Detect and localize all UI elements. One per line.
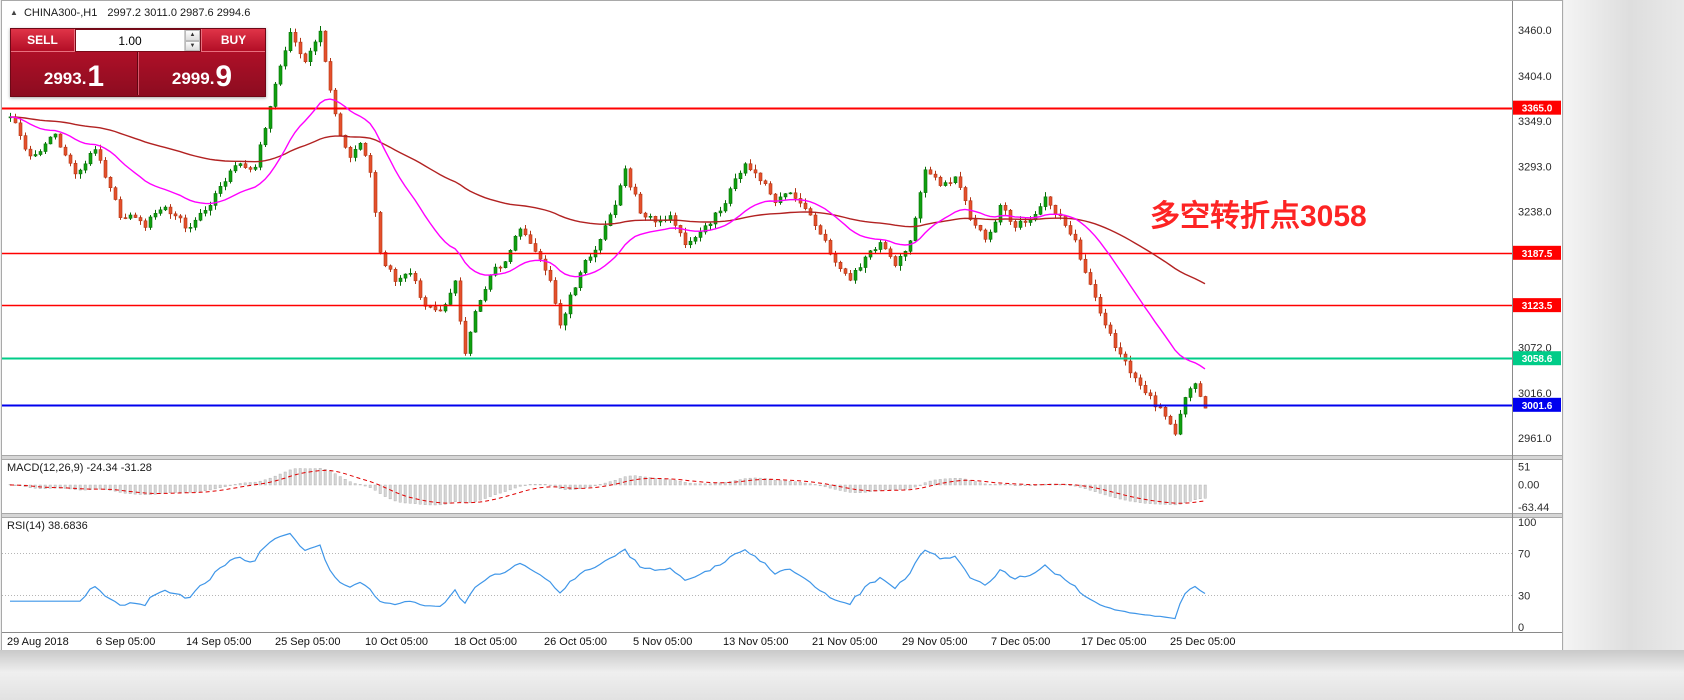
- price-axis-separator: [1512, 1, 1513, 632]
- buy-price-big-digit: 9: [215, 60, 233, 93]
- time-axis-label: 13 Nov 05:00: [723, 636, 789, 648]
- sell-button[interactable]: SELL: [11, 29, 75, 52]
- rsi-splitter[interactable]: [2, 513, 1562, 518]
- price-axis-label: 3293.0: [1518, 162, 1552, 174]
- price-axis-label: 2961.0: [1518, 433, 1552, 445]
- rsi-axis-label: 70: [1518, 549, 1530, 561]
- price-axis-label: 3016.0: [1518, 388, 1552, 400]
- time-axis-label: 26 Oct 05:00: [544, 636, 607, 648]
- symbol-name: CHINA300-,H1: [23, 7, 98, 19]
- main-chart-canvas[interactable]: 3460.03404.03349.03293.03238.03072.03016…: [2, 1, 1562, 455]
- price-tag-3001.6: [1513, 397, 1561, 412]
- ma-fast-line: [9, 98, 1206, 370]
- price-axis-label: 3238.0: [1518, 207, 1552, 219]
- symbol-marker-icon: ▲: [10, 8, 18, 17]
- volume-up-button[interactable]: ▲: [185, 30, 200, 41]
- price-tag-3365.0: [1513, 100, 1561, 115]
- bottom-gutter: [0, 650, 1684, 700]
- sell-price-main: 2993.: [43, 69, 87, 88]
- time-axis-label: 29 Nov 05:00: [902, 636, 968, 648]
- chart-window: 3460.0 3404.0 3349.0 3293.0 3238.0 3072.0 3016…: [1, 0, 1563, 650]
- price-axis-label: 3460.0: [1518, 25, 1552, 37]
- rsi-line: [10, 532, 1206, 620]
- time-axis-label: 25 Sep 05:00: [275, 636, 341, 648]
- candles-layer: [8, 26, 1208, 436]
- macd-panel-canvas[interactable]: 51 0.00 -63.44: [2, 458, 1562, 513]
- macd-signal-line: [10, 469, 1206, 504]
- time-axis-label: 7 Dec 05:00: [991, 636, 1051, 648]
- price-tag-3187.5: [1513, 245, 1561, 260]
- buy-price-button[interactable]: 2999. 9: [138, 52, 265, 95]
- buy-price-main: 2999.: [171, 69, 215, 88]
- time-axis-label: 17 Dec 05:00: [1081, 636, 1147, 648]
- sell-price-button[interactable]: 2993. 1: [11, 52, 138, 95]
- price-tag-text: 3001.6: [1522, 401, 1553, 412]
- macd-axis-label: 0.00: [1518, 480, 1539, 492]
- chart-annotation: 多空转折点3058: [1150, 200, 1367, 233]
- trade-prices-row: 2993. 1 2999. 9: [11, 52, 265, 95]
- price-tag-text: 3187.5: [1522, 249, 1553, 260]
- volume-down-button[interactable]: ▼: [185, 40, 200, 51]
- time-axis-label: 25 Dec 05:00: [1170, 636, 1236, 648]
- rsi-axis-label: 30: [1518, 591, 1530, 603]
- time-axis-label: 14 Sep 05:00: [186, 636, 252, 648]
- time-axis-label: 21 Nov 05:00: [812, 636, 878, 648]
- macd-splitter[interactable]: [2, 455, 1562, 460]
- macd-axis-label: 51: [1518, 462, 1530, 474]
- price-tag-3123.5: [1513, 298, 1561, 313]
- symbol-info: ▲ CHINA300-,H1 2997.2 3011.0 2987.6 2994…: [10, 7, 250, 19]
- price-axis-label: 3404.0: [1518, 71, 1552, 83]
- buy-button[interactable]: BUY: [201, 29, 265, 52]
- rsi-axis-label: 100: [1518, 517, 1536, 529]
- time-axis-label: 10 Oct 05:00: [365, 636, 428, 648]
- rsi-label: RSI(14) 38.6836: [7, 520, 88, 532]
- price-tag-text: 3365.0: [1522, 104, 1553, 115]
- volume-spinner: ▲ ▼: [184, 30, 200, 51]
- time-axis-label: 6 Sep 05:00: [96, 636, 156, 648]
- rsi-panel-canvas[interactable]: 100 70 30 0: [2, 516, 1562, 632]
- macd-label: MACD(12,26,9) -24.34 -31.28: [7, 462, 152, 474]
- one-click-trading-panel: SELL ▲ ▼ BUY 2993. 1 2999. 9: [10, 28, 266, 97]
- price-tag-text: 3123.5: [1522, 301, 1553, 312]
- ohlc-values: 2997.2 3011.0 2987.6 2994.6: [107, 7, 251, 19]
- price-tag-3058.6: [1513, 351, 1561, 366]
- time-axis-label: 29 Aug 2018: [7, 636, 69, 648]
- volume-input[interactable]: [76, 30, 184, 51]
- time-axis-label: 18 Oct 05:00: [454, 636, 517, 648]
- time-axis-label: 5 Nov 05:00: [633, 636, 693, 648]
- right-gutter: [1564, 0, 1684, 700]
- ma-slow-line: [9, 116, 1206, 285]
- time-axis[interactable]: 29 Aug 2018 6 Sep 05:00 14 Sep 05:00 25 Sep…: [2, 632, 1562, 650]
- rsi-axis-label: 0: [1518, 622, 1524, 632]
- price-tag-text: 3058.6: [1522, 354, 1553, 365]
- price-axis-label: 3349.0: [1518, 116, 1552, 128]
- trade-controls-row: SELL ▲ ▼ BUY: [11, 29, 265, 52]
- volume-box: ▲ ▼: [75, 29, 201, 52]
- macd-histogram: [8, 468, 1207, 506]
- sell-price-big-digit: 1: [87, 60, 105, 93]
- macd-axis-label: -63.44: [1518, 502, 1549, 513]
